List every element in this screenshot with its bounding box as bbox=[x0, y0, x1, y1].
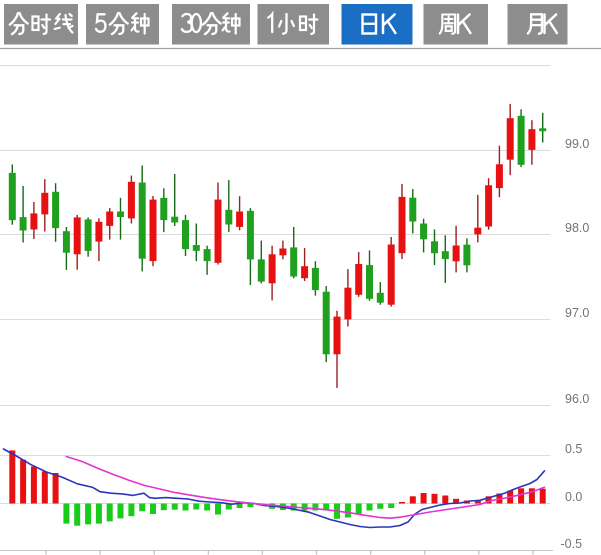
svg-text:96.0: 96.0 bbox=[565, 392, 589, 406]
svg-text:99.0: 99.0 bbox=[565, 137, 589, 151]
svg-text:97.0: 97.0 bbox=[565, 306, 589, 320]
svg-text:0.5: 0.5 bbox=[565, 442, 582, 456]
svg-text:98.0: 98.0 bbox=[565, 221, 589, 235]
svg-text:0.0: 0.0 bbox=[565, 490, 582, 504]
svg-text:-0.5: -0.5 bbox=[561, 537, 583, 551]
